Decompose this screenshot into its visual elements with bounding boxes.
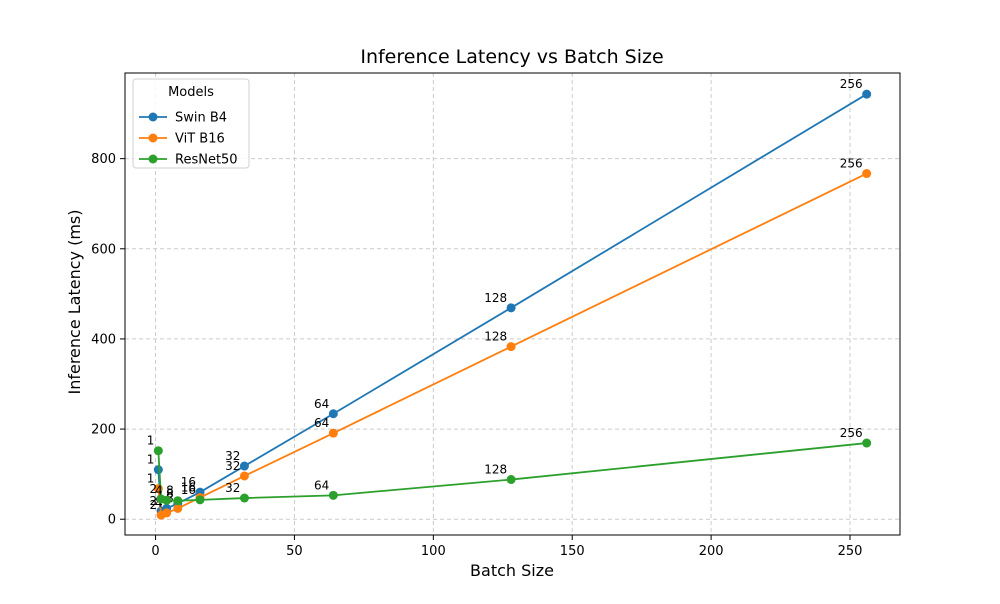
data-label: 128 bbox=[484, 291, 507, 305]
data-point bbox=[153, 465, 163, 475]
plot-frame bbox=[124, 72, 901, 536]
data-label: 4 bbox=[155, 496, 163, 510]
data-label: 32 bbox=[225, 459, 240, 473]
data-label: 256 bbox=[840, 77, 863, 91]
data-label: 2 bbox=[149, 494, 157, 508]
data-point bbox=[162, 508, 172, 518]
data-label: 1 bbox=[147, 434, 155, 448]
data-point bbox=[862, 169, 872, 179]
data-point bbox=[239, 461, 249, 471]
data-label: 8 bbox=[166, 486, 174, 500]
legend-marker bbox=[148, 112, 158, 122]
data-point bbox=[506, 475, 516, 485]
y-tick-label: 400 bbox=[91, 332, 116, 347]
data-point bbox=[239, 471, 249, 481]
legend-title: Models bbox=[168, 85, 214, 100]
data-label: 128 bbox=[484, 330, 507, 344]
data-label: 256 bbox=[840, 426, 863, 440]
x-tick-label: 200 bbox=[699, 544, 724, 559]
data-label: 8 bbox=[166, 484, 174, 498]
data-point bbox=[173, 503, 183, 513]
x-axis: 0 50 100 150 200 250 bbox=[151, 535, 862, 559]
x-axis-label: Batch Size bbox=[470, 561, 554, 580]
data-label: 2 bbox=[149, 498, 157, 512]
data-label: 128 bbox=[484, 463, 507, 477]
data-point bbox=[862, 438, 872, 448]
data-label: 4 bbox=[155, 483, 163, 497]
x-tick-label: 250 bbox=[838, 544, 863, 559]
legend-entry: ResNet50 bbox=[175, 153, 238, 168]
data-point bbox=[506, 342, 516, 352]
y-tick-label: 600 bbox=[91, 242, 116, 257]
x-tick-label: 50 bbox=[286, 544, 303, 559]
y-axis: 0 200 400 600 800 bbox=[91, 152, 125, 528]
data-label: 1 bbox=[147, 472, 155, 486]
data-label: 64 bbox=[314, 397, 329, 411]
data-label: 256 bbox=[840, 157, 863, 171]
x-tick-label: 150 bbox=[560, 544, 585, 559]
data-point bbox=[328, 409, 338, 419]
data-label: 32 bbox=[225, 481, 240, 495]
legend-box bbox=[132, 78, 250, 169]
data-point bbox=[506, 303, 516, 313]
x-tick-label: 100 bbox=[421, 544, 446, 559]
data-point bbox=[239, 493, 249, 503]
data-label: 16 bbox=[181, 483, 196, 497]
data-point bbox=[862, 89, 872, 99]
legend-entry: ViT B16 bbox=[175, 132, 225, 147]
data-label: 1 bbox=[147, 453, 155, 467]
data-point bbox=[173, 496, 183, 506]
legend-marker bbox=[148, 133, 158, 143]
series-layer: 1248163264128256124816326412825612481632… bbox=[147, 77, 872, 520]
data-label: 64 bbox=[314, 478, 329, 492]
data-label: 32 bbox=[225, 449, 240, 463]
x-tick-label: 0 bbox=[151, 544, 159, 559]
data-point bbox=[328, 428, 338, 438]
grid bbox=[125, 73, 900, 535]
y-tick-label: 200 bbox=[91, 423, 116, 438]
y-axis-label: Inference Latency (ms) bbox=[65, 209, 84, 394]
y-tick-label: 0 bbox=[108, 513, 116, 528]
data-point bbox=[328, 490, 338, 500]
y-tick-label: 800 bbox=[91, 152, 116, 167]
legend: Models Swin B4 ViT B16 ResNet50 bbox=[132, 78, 250, 169]
legend-entry: Swin B4 bbox=[175, 111, 227, 126]
legend-marker bbox=[148, 154, 158, 164]
data-label: 16 bbox=[181, 475, 196, 489]
data-point bbox=[153, 446, 163, 456]
data-label: 2 bbox=[149, 482, 157, 496]
data-point bbox=[162, 495, 172, 505]
data-point bbox=[195, 495, 205, 505]
data-label: 16 bbox=[181, 481, 196, 495]
data-label: 64 bbox=[314, 416, 329, 430]
chart-title: Inference Latency vs Batch Size bbox=[360, 46, 663, 68]
